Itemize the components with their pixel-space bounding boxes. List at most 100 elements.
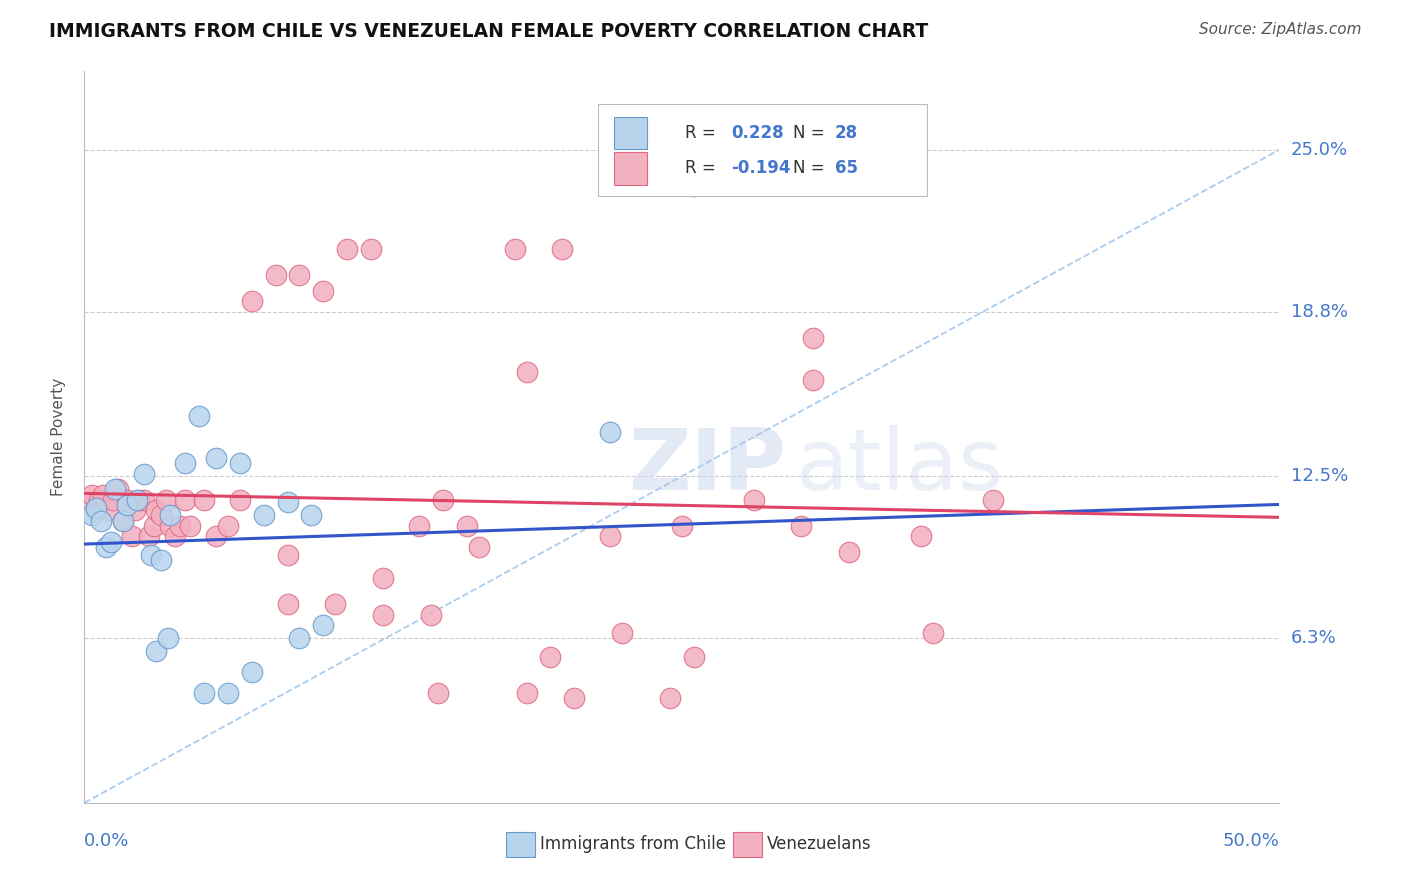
Point	[288, 632, 311, 646]
Point	[193, 492, 215, 507]
Point	[145, 644, 167, 658]
Point	[742, 492, 765, 507]
Point	[240, 294, 263, 309]
Point	[312, 618, 335, 632]
Point	[93, 487, 115, 501]
Point	[325, 597, 347, 611]
Text: Immigrants from Chile: Immigrants from Chile	[540, 836, 725, 854]
Text: 12.5%: 12.5%	[1291, 467, 1348, 485]
Point	[205, 450, 228, 465]
Point	[503, 242, 526, 256]
Point	[803, 331, 825, 345]
Point	[179, 519, 201, 533]
Text: 50.0%: 50.0%	[1223, 832, 1279, 850]
Point	[111, 514, 134, 528]
Point	[253, 508, 276, 523]
Point	[138, 529, 160, 543]
Text: 18.8%: 18.8%	[1291, 302, 1347, 321]
Point	[87, 492, 110, 507]
Point	[159, 508, 181, 523]
Point	[427, 686, 450, 700]
Point	[149, 553, 172, 567]
Point	[671, 519, 693, 533]
Point	[101, 492, 124, 507]
Text: N =: N =	[793, 124, 830, 142]
Text: Source: ZipAtlas.com: Source: ZipAtlas.com	[1198, 22, 1361, 37]
Point	[157, 632, 180, 646]
Text: Venezuelans: Venezuelans	[766, 836, 872, 854]
Point	[77, 495, 100, 509]
Point	[456, 519, 478, 533]
Text: N =: N =	[793, 160, 830, 178]
Point	[564, 691, 586, 706]
Text: 65: 65	[835, 160, 858, 178]
Text: 0.228: 0.228	[731, 124, 783, 142]
Point	[141, 548, 163, 562]
Point	[188, 409, 211, 424]
Point	[360, 242, 382, 256]
Point	[612, 626, 634, 640]
Text: ZIP: ZIP	[628, 425, 786, 508]
Text: 28: 28	[835, 124, 858, 142]
Point	[683, 179, 706, 194]
Point	[97, 503, 120, 517]
Point	[790, 519, 813, 533]
Point	[111, 514, 134, 528]
Point	[173, 492, 195, 507]
Point	[659, 691, 682, 706]
Point	[910, 529, 932, 543]
Point	[599, 529, 621, 543]
Point	[264, 268, 287, 282]
Point	[86, 500, 108, 515]
Point	[149, 508, 172, 523]
Point	[121, 529, 143, 543]
Point	[277, 597, 299, 611]
Point	[159, 519, 181, 533]
Point	[165, 529, 187, 543]
Point	[86, 503, 108, 517]
Point	[277, 548, 299, 562]
Point	[803, 373, 825, 387]
Point	[125, 492, 148, 507]
Text: 25.0%: 25.0%	[1291, 141, 1348, 159]
Text: -0.194: -0.194	[731, 160, 790, 178]
Point	[312, 284, 335, 298]
Point	[288, 268, 311, 282]
FancyBboxPatch shape	[506, 832, 534, 857]
Point	[432, 492, 454, 507]
Point	[132, 492, 156, 507]
Point	[193, 686, 215, 700]
Point	[551, 242, 574, 256]
Text: IMMIGRANTS FROM CHILE VS VENEZUELAN FEMALE POVERTY CORRELATION CHART: IMMIGRANTS FROM CHILE VS VENEZUELAN FEMA…	[49, 22, 928, 41]
FancyBboxPatch shape	[599, 104, 927, 195]
FancyBboxPatch shape	[614, 117, 647, 149]
Point	[599, 425, 621, 439]
Point	[132, 467, 156, 481]
Point	[981, 492, 1004, 507]
Point	[683, 649, 706, 664]
Text: 0.0%: 0.0%	[84, 832, 129, 850]
Point	[169, 519, 191, 533]
Point	[155, 492, 177, 507]
Point	[117, 498, 139, 512]
Point	[540, 649, 562, 664]
Point	[173, 456, 195, 470]
Point	[100, 534, 122, 549]
FancyBboxPatch shape	[614, 153, 647, 185]
Point	[117, 492, 139, 507]
Point	[142, 519, 165, 533]
Point	[104, 483, 127, 497]
Point	[217, 519, 239, 533]
Point	[240, 665, 263, 680]
Point	[468, 540, 491, 554]
Point	[145, 503, 167, 517]
Point	[277, 495, 299, 509]
Point	[373, 571, 395, 585]
Text: atlas: atlas	[796, 425, 1004, 508]
Point	[217, 686, 239, 700]
Point	[128, 492, 150, 507]
Point	[373, 607, 395, 622]
Point	[205, 529, 228, 543]
Point	[94, 540, 117, 554]
Point	[229, 456, 252, 470]
